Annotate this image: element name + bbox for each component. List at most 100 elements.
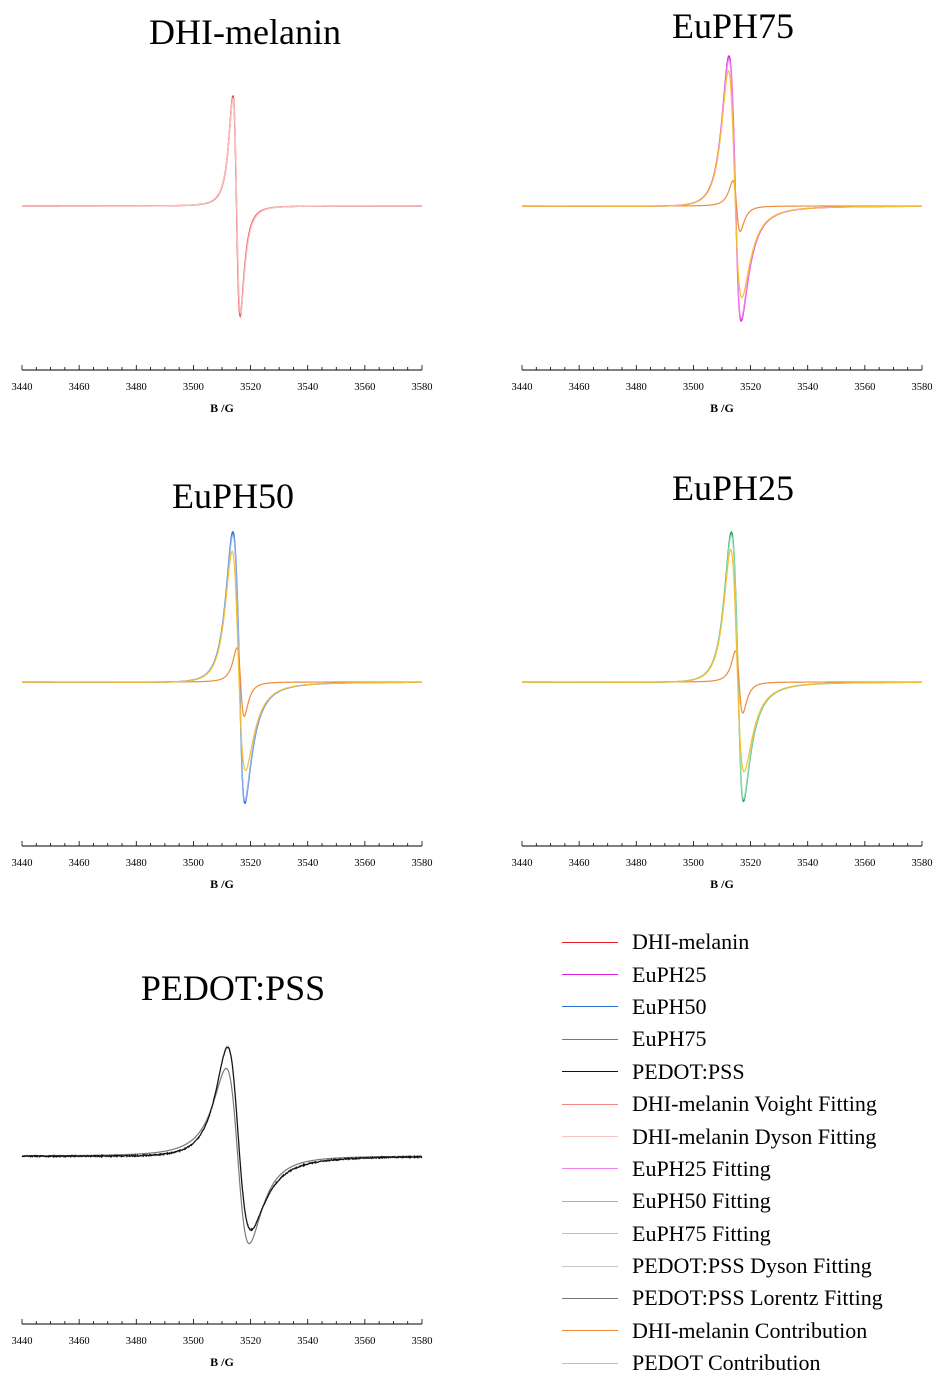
legend-item: EuPH50 [562, 991, 934, 1023]
legend-swatch [562, 1168, 618, 1170]
series-line-euph50 [22, 531, 422, 804]
chart-2: EuPH75 3440 3460 3480 3500 3520 3540 3560 3580 B … [512, 6, 933, 415]
chart-3: EuPH50 3440 3460 3480 3500 3520 3540 3560 3580 B … [12, 476, 433, 891]
legend-label: PEDOT:PSS Lorentz Fitting [632, 1285, 883, 1311]
x-tick-label: 3500 [183, 1336, 204, 1347]
x-tick-label: 3580 [912, 382, 933, 393]
legend-swatch [562, 1071, 618, 1073]
series-line-euph25 [522, 55, 922, 322]
x-tick-label: 3580 [412, 858, 433, 869]
x-axis-label: B /G [210, 401, 234, 415]
legend-item: DHI-melanin Contribution [562, 1315, 934, 1347]
chart-title: EuPH25 [672, 468, 794, 508]
legend-item: EuPH75 Fitting [562, 1218, 934, 1250]
x-tick-label: 3500 [683, 858, 704, 869]
legend: DHI-melanin EuPH25 EuPH50 EuPH75 PEDOT:PSS DH… [562, 926, 934, 1379]
chart-5: PEDOT:PSS 3440 3460 3480 3500 3520 3540 3560 358… [12, 968, 433, 1369]
x-tick-label: 3460 [569, 858, 590, 869]
x-tick-label: 3440 [12, 858, 33, 869]
chart-title: EuPH50 [172, 476, 294, 516]
x-axis-label: B /G [210, 877, 234, 891]
legend-swatch [562, 1330, 618, 1332]
x-axis-label: B /G [710, 877, 734, 891]
legend-item: PEDOT:PSS Dyson Fitting [562, 1250, 934, 1282]
x-tick-label: 3540 [297, 858, 318, 869]
x-tick-label: 3440 [512, 858, 533, 869]
legend-label: DHI-melanin Dyson Fitting [632, 1123, 877, 1149]
legend-label: EuPH75 Fitting [632, 1220, 771, 1246]
x-tick-label: 3460 [569, 382, 590, 393]
x-tick-label: 3560 [354, 1336, 375, 1347]
legend-swatch [562, 1200, 618, 1202]
x-axis-label: B /G [210, 1355, 234, 1369]
x-tick-label: 3460 [69, 1336, 90, 1347]
x-tick-label: 3500 [183, 382, 204, 393]
legend-swatch [562, 1297, 618, 1299]
legend-swatch [562, 1362, 618, 1364]
legend-label: EuPH25 Fitting [632, 1155, 771, 1181]
series-line-euph50-fitting [22, 534, 423, 802]
legend-swatch [562, 974, 618, 976]
x-tick-label: 3480 [626, 382, 647, 393]
legend-swatch [562, 1136, 618, 1138]
legend-item: PEDOT:PSS Lorentz Fitting [562, 1282, 934, 1314]
series-line-euph25-fitting [522, 58, 922, 320]
x-tick-label: 3540 [297, 1336, 318, 1347]
x-tick-label: 3540 [297, 382, 318, 393]
legend-label: PEDOT:PSS [632, 1058, 745, 1084]
legend-label: EuPH75 [632, 1026, 707, 1052]
chart-grid: DHI-melanin 3440 3460 3480 3500 3520 3540 3560 3… [12, 6, 933, 891]
legend-swatch [562, 1038, 618, 1040]
chart-pedot-pss-container: PEDOT:PSS 3440 3460 3480 3500 3520 3540 3560 358… [12, 968, 433, 1369]
chart-title: EuPH75 [672, 6, 794, 46]
series-line-pedot-contribution [522, 70, 923, 299]
legend-item: PEDOT Contribution [562, 1347, 934, 1379]
x-tick-label: 3520 [740, 382, 761, 393]
x-tick-label: 3540 [797, 858, 818, 869]
x-tick-label: 3520 [240, 382, 261, 393]
series-line-euph75 [522, 530, 922, 803]
x-tick-label: 3560 [354, 858, 375, 869]
x-tick-label: 3520 [740, 858, 761, 869]
x-tick-label: 3580 [912, 858, 933, 869]
x-tick-label: 3440 [12, 382, 33, 393]
chart-title: DHI-melanin [149, 12, 341, 52]
series-line-pedot-pss [21, 1046, 423, 1232]
legend-item: DHI-melanin Voight Fitting [562, 1088, 934, 1120]
x-tick-label: 3440 [512, 382, 533, 393]
x-tick-label: 3560 [854, 382, 875, 393]
legend-item: EuPH25 Fitting [562, 1153, 934, 1185]
legend-item: EuPH75 [562, 1023, 934, 1055]
legend-swatch [562, 941, 618, 943]
legend-label: DHI-melanin [632, 929, 750, 955]
x-tick-label: 3480 [126, 1336, 147, 1347]
legend-item: EuPH25 [562, 958, 934, 990]
legend-item: DHI-melanin Dyson Fitting [562, 1120, 934, 1152]
x-tick-label: 3540 [797, 382, 818, 393]
x-tick-label: 3520 [240, 1336, 261, 1347]
legend-label: EuPH25 [632, 961, 707, 987]
x-axis-label: B /G [710, 401, 734, 415]
x-tick-label: 3480 [126, 858, 147, 869]
series-line-pedot-contribution [522, 548, 922, 773]
legend-item: DHI-melanin [562, 926, 934, 958]
x-tick-label: 3480 [126, 382, 147, 393]
legend-label: EuPH50 Fitting [632, 1188, 771, 1214]
x-tick-label: 3460 [69, 382, 90, 393]
x-tick-label: 3560 [854, 858, 875, 869]
series-line-dhi-melanin-dyson-fitting [22, 97, 422, 315]
x-tick-label: 3580 [412, 1336, 433, 1347]
x-tick-label: 3500 [183, 858, 204, 869]
series-line-euph75-fitting [522, 534, 922, 800]
series-line-pedot-contribution [22, 550, 422, 772]
x-tick-label: 3520 [240, 858, 261, 869]
legend-label: DHI-melanin Voight Fitting [632, 1091, 877, 1117]
legend-label: DHI-melanin Contribution [632, 1317, 868, 1343]
legend-label: PEDOT Contribution [632, 1350, 821, 1376]
legend-label: PEDOT:PSS Dyson Fitting [632, 1253, 872, 1279]
x-tick-label: 3480 [626, 858, 647, 869]
legend-item: PEDOT:PSS [562, 1056, 934, 1088]
x-tick-label: 3440 [12, 1336, 33, 1347]
chart-4: EuPH25 3440 3460 3480 3500 3520 3540 3560 3580 B … [512, 468, 933, 891]
legend-swatch [562, 1265, 618, 1267]
